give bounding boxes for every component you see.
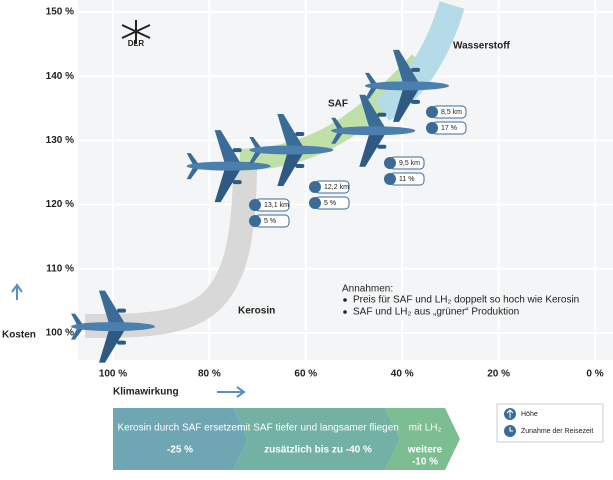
badge-text: 12,2 km	[324, 184, 349, 191]
plane-body	[365, 81, 450, 91]
plane-wing	[214, 169, 241, 203]
plane-tail	[186, 153, 199, 180]
plane-wing	[99, 329, 125, 363]
badge-icon	[384, 157, 396, 169]
badge-text: 9,5 km	[399, 160, 420, 167]
badge-text: 5 %	[264, 218, 276, 225]
x-tick-label: 60 %	[294, 369, 317, 380]
engine	[117, 308, 126, 313]
legend-text: Zunahme der Reisezeit	[521, 428, 593, 435]
plane-tail	[331, 117, 344, 144]
badge-text: 5 %	[324, 200, 336, 207]
step-text: Kerosin durch SAF ersetzen	[117, 423, 242, 434]
y-tick-label: 110 %	[46, 263, 74, 274]
band-label: Wasserstoff	[453, 41, 511, 52]
band-label: Kerosin	[238, 306, 275, 317]
band-h2	[374, 1, 465, 121]
plane-body	[331, 126, 416, 136]
engine	[295, 164, 305, 169]
plane-tail	[365, 72, 378, 99]
plane-wing	[393, 88, 420, 122]
plane	[331, 94, 416, 167]
y-tick-label: 130 %	[46, 135, 74, 146]
plane-wing	[393, 49, 420, 83]
badge-text: 8,5 km	[441, 109, 462, 116]
logo-text: DLR	[128, 39, 145, 48]
badge-icon	[249, 199, 261, 211]
step-effect: weitere	[407, 445, 443, 456]
plot-bg	[78, 0, 613, 360]
assumptions-title: Annahmen:	[342, 284, 393, 295]
engine	[232, 148, 242, 153]
plane-body	[71, 322, 155, 332]
x-tick-label: 100 %	[99, 369, 127, 380]
step-effect: zusätzlich bis zu -40 %	[264, 445, 372, 456]
plane-wing	[277, 153, 304, 187]
assumption: Preis für SAF und LH₂ doppelt so hoch wi…	[353, 295, 579, 306]
badge-icon	[426, 122, 438, 134]
x-label: Klimawirkung	[113, 387, 179, 398]
plane	[365, 49, 450, 122]
plane	[249, 114, 334, 187]
grid	[78, 0, 613, 360]
engine	[295, 132, 305, 137]
band-label: SAF	[328, 99, 348, 110]
legend-text: Höhe	[521, 411, 538, 418]
y-tick-label: 140 %	[46, 71, 74, 82]
plane-tail	[71, 313, 83, 340]
assumptions: Annahmen: Preis für SAF und LH₂ doppelt …	[342, 284, 579, 318]
y-label: Kosten	[2, 330, 36, 341]
plane-wing	[277, 114, 304, 148]
y-tick-label: 100 %	[46, 328, 74, 339]
badge-icon	[309, 181, 321, 193]
legend: Höhe Zunahme der Reisezeit	[496, 403, 604, 443]
y-arrow	[11, 283, 23, 300]
y-tick-label: 150 %	[46, 7, 74, 18]
plane-wing	[99, 290, 125, 324]
badge-icon	[426, 106, 438, 118]
plane-body	[249, 145, 334, 155]
badge-icon	[309, 197, 321, 209]
badge-icon	[249, 215, 261, 227]
assumption: SAF und LH₂ aus „grüner“ Produktion	[353, 307, 519, 318]
plane-wing	[359, 133, 386, 167]
plane	[71, 290, 155, 363]
x-tick-label: 80 %	[198, 369, 221, 380]
step-effect: -10 %	[412, 457, 438, 468]
x-tick-label: 20 %	[487, 369, 510, 380]
logo: DLR	[121, 20, 151, 48]
engine	[411, 67, 421, 72]
engine	[232, 180, 242, 185]
badge-text: 11 %	[399, 176, 414, 183]
plane-wing	[359, 94, 386, 128]
engine	[377, 112, 387, 117]
y-tick-label: 120 %	[46, 199, 74, 210]
engine	[377, 144, 387, 149]
plane-wing	[214, 130, 241, 164]
step-text: mit LH₂	[409, 423, 442, 434]
step-text: mit SAF tiefer und langsamer fliegen	[237, 423, 399, 434]
badge-text: 17 %	[441, 125, 457, 132]
badge-icon	[384, 173, 396, 185]
engine	[117, 340, 126, 345]
x-arrow	[217, 386, 246, 398]
engine	[411, 99, 421, 104]
plane	[186, 130, 271, 203]
x-tick-label: 40 %	[391, 369, 414, 380]
steps: Kerosin durch SAF ersetzen -25 % mit SAF…	[113, 408, 460, 470]
plane-body	[186, 161, 271, 171]
x-tick-label: 0 %	[586, 369, 603, 380]
badge-text: 13,1 km	[264, 202, 289, 209]
plane-tail	[249, 137, 262, 164]
step-effect: -25 %	[167, 445, 193, 456]
